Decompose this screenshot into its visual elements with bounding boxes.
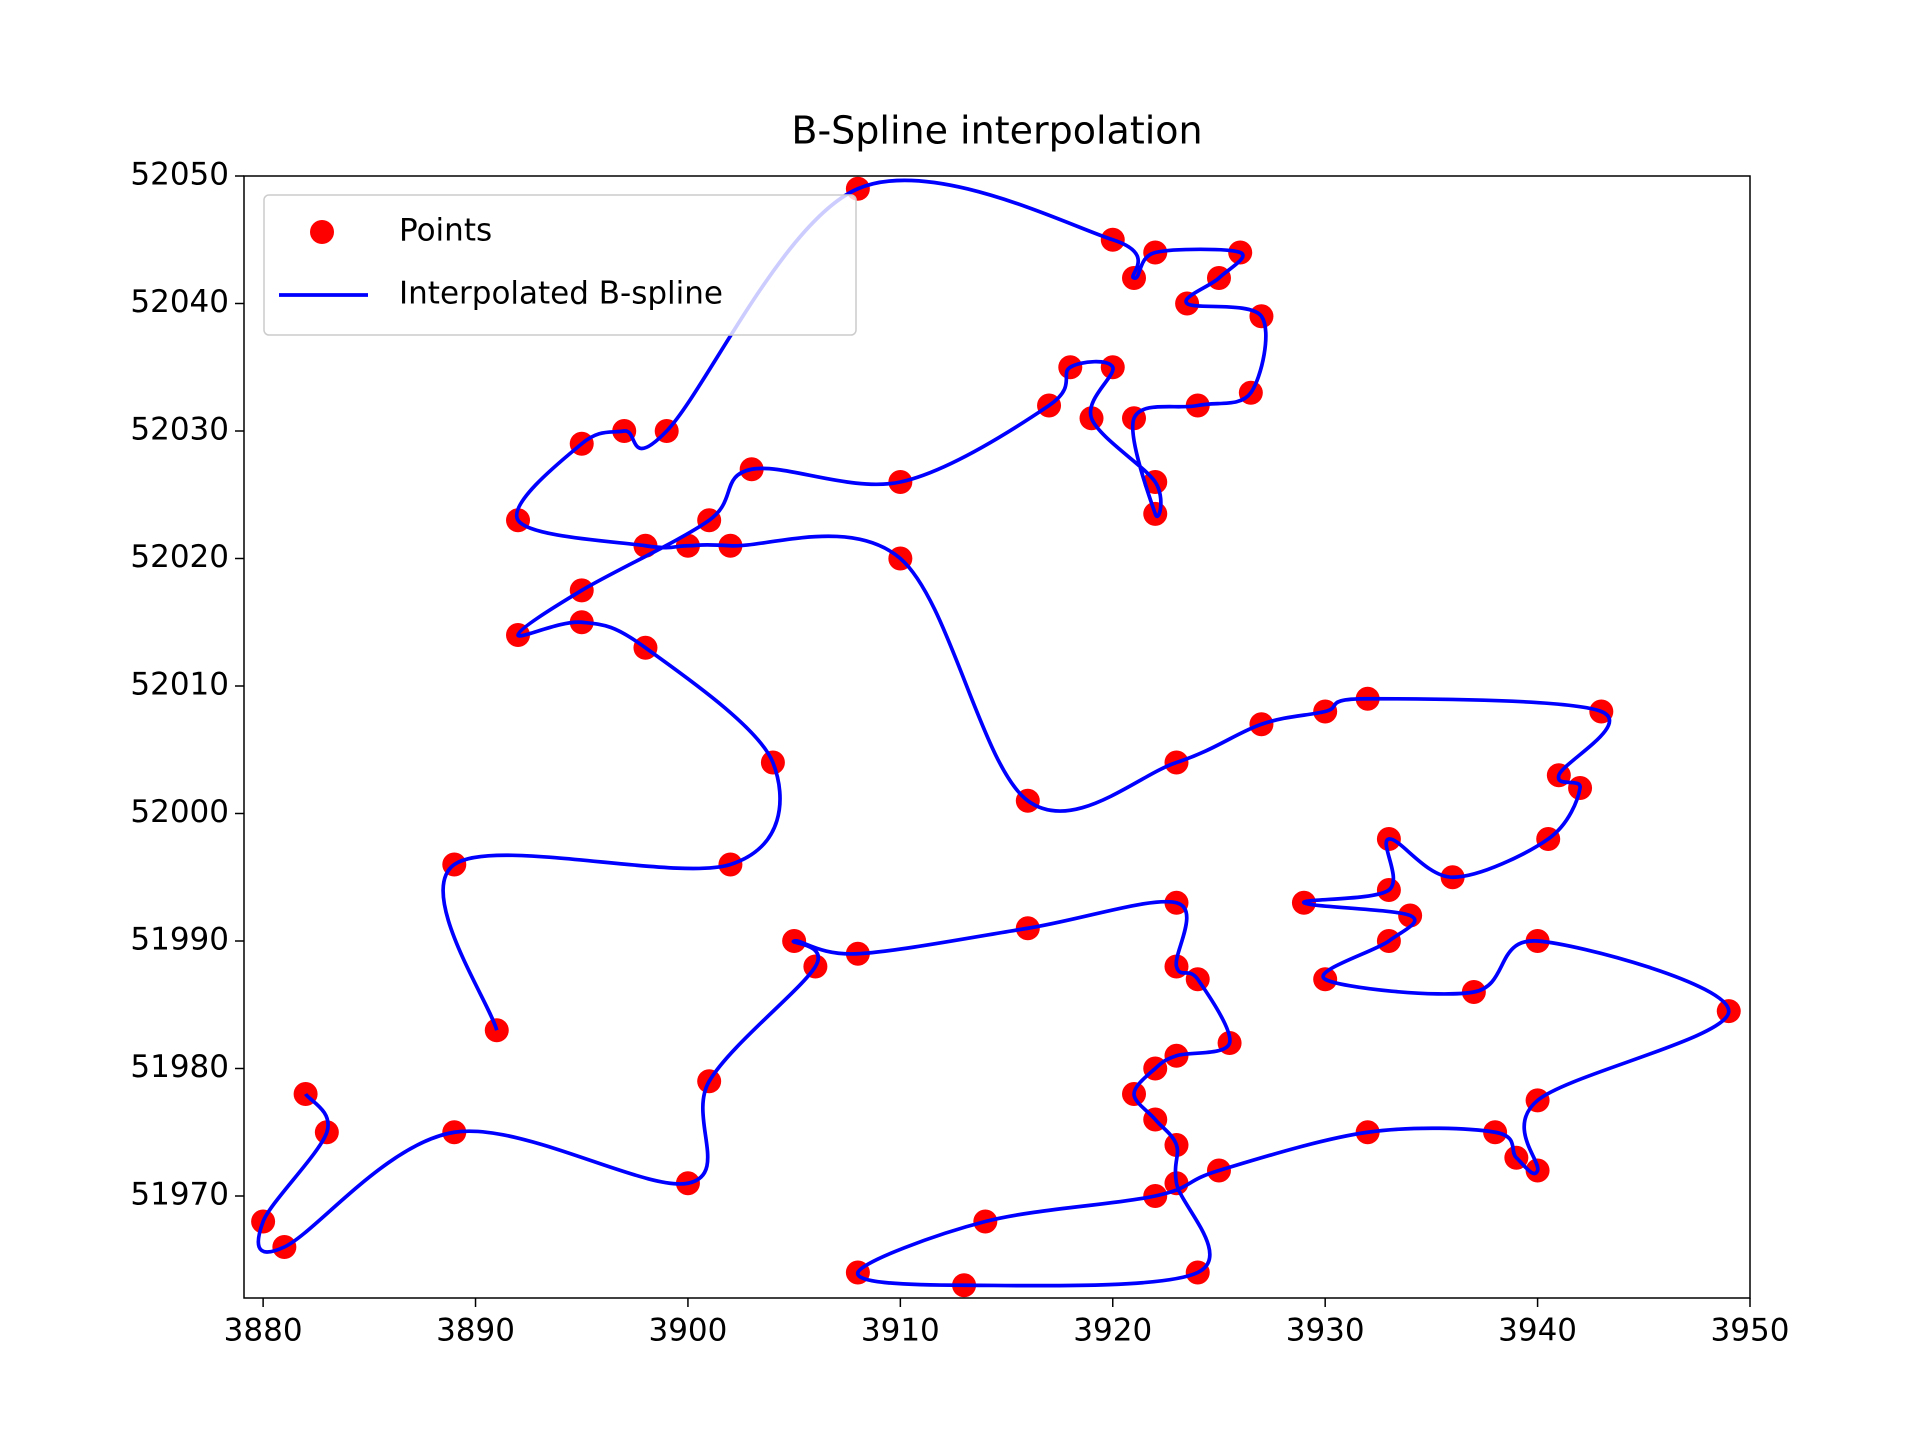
legend-box	[263, 194, 857, 336]
x-tick-label: 3900	[648, 1313, 727, 1349]
chart-title: B-Spline interpolation	[791, 109, 1202, 153]
y-tick-label: 51970	[130, 1177, 229, 1213]
y-tick-label: 52000	[130, 794, 229, 830]
x-tick-label: 3940	[1498, 1313, 1577, 1349]
axes-frame	[243, 175, 1751, 1299]
y-tick-label: 52010	[130, 667, 229, 703]
legend-label: Points	[399, 213, 492, 249]
x-tick-label: 3930	[1286, 1313, 1365, 1349]
y-tick-label: 52040	[130, 284, 229, 320]
x-tick-label: 3890	[436, 1313, 515, 1349]
x-tick-label: 3880	[224, 1313, 303, 1349]
y-tick-label: 51980	[130, 1049, 229, 1085]
spline-line	[256, 178, 1731, 1288]
y-tick-label: 52020	[130, 539, 229, 575]
x-tick-label: 3910	[861, 1313, 940, 1349]
plot-area	[251, 176, 1741, 1298]
legend-label: Interpolated B-spline	[399, 276, 723, 312]
legend-marker	[310, 220, 334, 244]
x-tick-label: 3950	[1711, 1313, 1790, 1349]
y-tick-label: 52050	[130, 157, 229, 193]
x-tick-label: 3920	[1073, 1313, 1152, 1349]
y-tick-label: 52030	[130, 412, 229, 448]
y-tick-label: 51990	[130, 922, 229, 958]
